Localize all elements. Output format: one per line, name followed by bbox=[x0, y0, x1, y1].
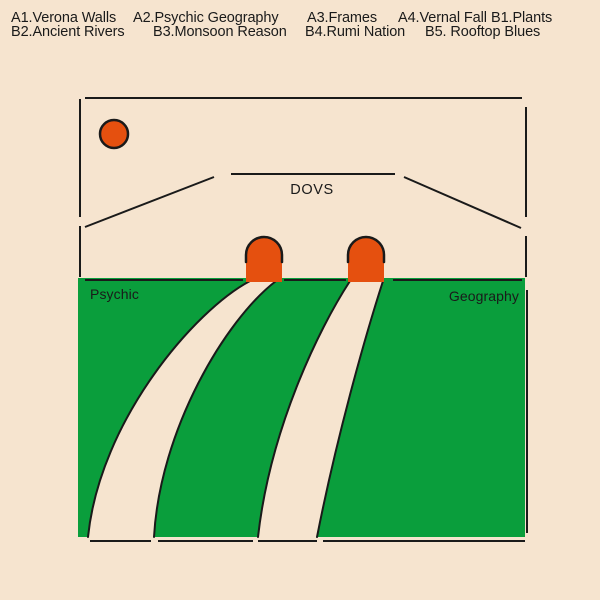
sun bbox=[98, 118, 130, 150]
road-left-outer-edge bbox=[87, 280, 251, 538]
road-right-outer-edge bbox=[257, 280, 351, 538]
artist-name: DOVS bbox=[290, 182, 334, 198]
sun-icon bbox=[98, 118, 130, 150]
roads bbox=[88, 281, 383, 537]
road-outlines bbox=[87, 280, 384, 538]
fold-left-diagonal bbox=[84, 176, 215, 228]
track-b5: B5. Rooftop Blues bbox=[425, 24, 541, 40]
track-b3: B3.Monsoon Reason bbox=[153, 24, 287, 40]
album-title-right: Geography bbox=[448, 288, 519, 304]
track-b1: B1.Plants bbox=[491, 10, 553, 26]
track-a2: A2.Psychic Geography bbox=[133, 10, 279, 26]
tunnel-arch-right-outline bbox=[346, 235, 386, 264]
road-left bbox=[88, 281, 276, 537]
track-a4: A4.Vernal Fall bbox=[398, 10, 487, 26]
tunnel-arch-outlines bbox=[244, 235, 386, 264]
road-left-inner-edge bbox=[153, 280, 277, 538]
fold-right-diagonal bbox=[403, 176, 522, 229]
album-title-left: Psychic bbox=[90, 286, 139, 302]
road-right-inner-edge bbox=[316, 280, 384, 538]
tunnel-arch-left-outline bbox=[244, 235, 284, 264]
track-a3: A3.Frames bbox=[307, 10, 378, 26]
tunnel-arches bbox=[246, 237, 384, 282]
track-a1: A1.Verona Walls bbox=[11, 10, 117, 26]
road-right bbox=[258, 281, 383, 537]
tunnel-arch-right bbox=[348, 237, 384, 282]
track-b4: B4.Rumi Nation bbox=[305, 24, 406, 40]
tunnel-arch-left bbox=[246, 237, 282, 282]
track-b2: B2.Ancient Rivers bbox=[11, 24, 125, 40]
